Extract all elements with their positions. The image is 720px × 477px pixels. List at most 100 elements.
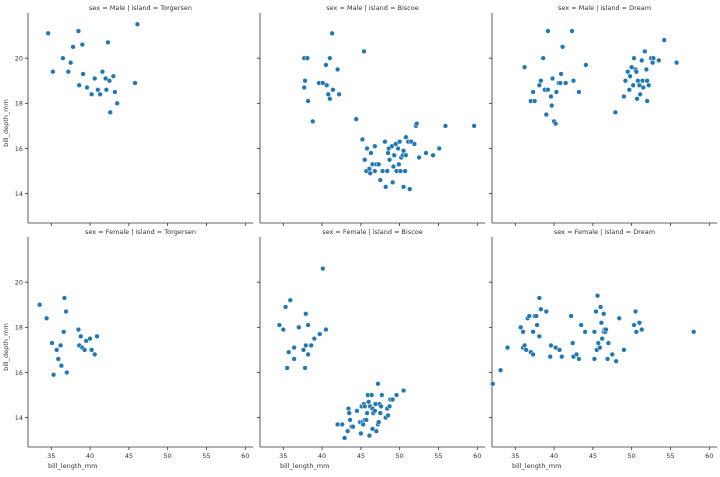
scatter-point [570,340,576,346]
scatter-point [324,82,330,88]
scatter-point [379,168,386,174]
scatter-point [521,342,528,349]
scatter-point [397,168,404,174]
y-tick-label: 16 [15,145,23,153]
scatter-point [644,98,650,104]
x-axis-title: bill_length_mm [48,462,97,470]
scatter-point [504,344,511,351]
scatter-point [88,347,95,353]
scatter-point [291,356,297,362]
scatter-point [597,344,603,351]
scatter-point [50,69,56,75]
scatter-point [436,145,442,152]
scatter-point [595,340,601,346]
panel-title: sex = Male | island = Torgersen [89,4,192,12]
scatter-point [377,410,383,416]
scatter-point [559,354,565,360]
scatter-point [661,37,667,43]
scatter-point [536,82,542,88]
y-tick-label: 14 [15,190,23,198]
scatter-point [87,335,93,342]
scatter-point [373,428,380,434]
scatter-point [336,91,342,97]
scatter-point [386,157,393,163]
scatter-point [691,329,697,335]
scatter-point [557,80,563,86]
scatter-point [403,152,409,158]
scatter-point [361,48,367,55]
scatter-point [75,28,82,34]
scatter-point [114,100,120,106]
scatter-point [49,340,55,346]
scatter-point [536,295,542,301]
scatter-point [99,69,106,75]
scatter-point [637,91,643,97]
scatter-point [540,55,546,61]
scatter-point [58,363,65,369]
scatter-point [423,150,429,156]
scatter-point [604,356,611,362]
scatter-point [334,421,341,428]
scatter-point [526,313,532,319]
scatter-point [538,78,544,84]
scatter-point [362,157,368,163]
scatter-point [390,179,396,186]
scatter-point [84,84,90,91]
scatter-point [622,78,629,84]
scatter-point [327,55,333,61]
scatter-point [625,69,631,75]
scatter-point [334,66,341,73]
scatter-point [400,184,407,190]
scatter-point [92,351,98,358]
x-tick-label: 55 [202,452,210,460]
scatter-point [532,98,538,104]
scatter-point [559,44,566,50]
scatter-point [563,80,569,86]
scatter-point [134,21,141,27]
scatter-point [45,30,51,36]
scatter-point [626,87,632,93]
x-tick-label: 55 [666,452,674,460]
scatter-point [545,28,551,34]
scatter-point [359,136,366,143]
scatter-point [547,354,553,360]
scatter-point [382,139,388,145]
scatter-point [395,145,401,152]
x-axis-title: bill_length_mm [280,462,329,470]
scatter-point [549,102,555,109]
facet-panel: sex = Male | island = Torgersen 14 16 18 20 b… [2,4,253,226]
scatter-point [385,150,391,156]
y-axis-title: bill_depth_mm [2,323,10,371]
panel-title: sex = Female | island = Biscoe [322,228,423,236]
scatter-point [396,161,402,167]
scatter-point [366,433,373,439]
scatter-point [105,39,111,46]
scatter-point [543,111,549,118]
scatter-point [520,329,526,335]
scatter-point [576,89,582,95]
scatter-point [393,392,400,398]
scatter-point [593,308,599,315]
scatter-point [317,331,323,337]
scatter-point [305,351,311,358]
scatter-point [364,145,370,152]
scatter-point [362,403,368,410]
scatter-point [497,367,504,373]
scatter-point [70,44,76,50]
panel-title: sex = Male | island = Dream [558,4,651,12]
scatter-point [360,421,366,428]
scatter-point [639,78,646,84]
scatter-point [407,186,413,192]
scatter-point [397,139,403,145]
scatter-point [442,123,449,129]
scatter-point [61,295,68,301]
scatter-point [353,116,359,122]
scatter-point [390,396,396,403]
scatter-point [303,342,309,349]
scatter-point [65,69,71,75]
scatter-point [390,163,397,170]
scatter-point [305,98,311,104]
scatter-point [320,265,326,272]
scatter-point [310,118,316,125]
scatter-point [639,57,645,64]
